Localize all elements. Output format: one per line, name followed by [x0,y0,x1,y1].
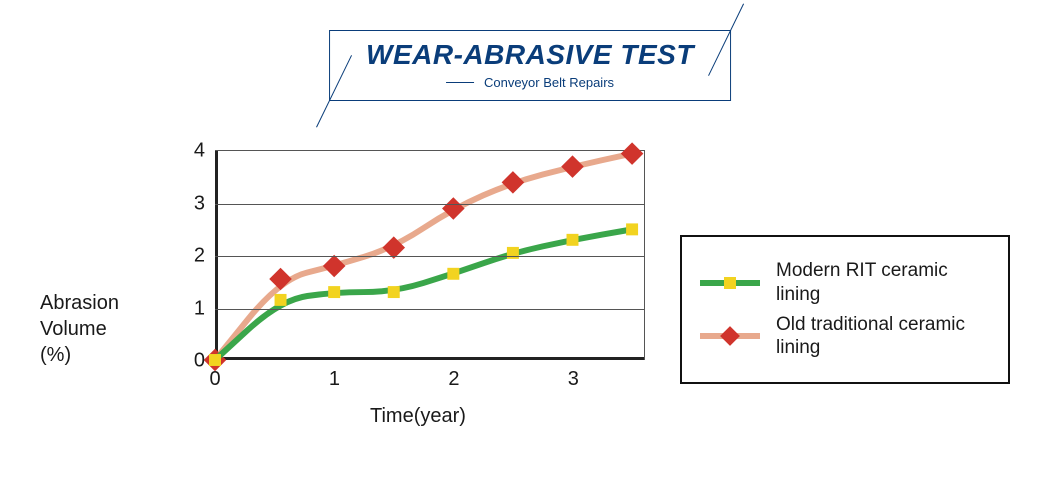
series-marker [561,155,584,178]
y-tick-label: 1 [194,297,205,320]
x-tick-label: 2 [448,368,459,391]
series-marker [621,142,644,165]
x-tick-label: 0 [209,368,220,391]
title-main: WEAR-ABRASIVE TEST [366,39,694,71]
gridline [215,309,644,310]
series-marker [209,354,221,366]
series-marker [507,247,519,259]
title-box: WEAR-ABRASIVE TEST Conveyor Belt Repairs [329,30,731,101]
legend-swatch [700,273,760,293]
title-sub-line-left [446,82,474,83]
series-marker [567,234,579,246]
legend-label: Modern RIT ceramic lining [776,259,990,307]
y-tick-label: 2 [194,245,205,268]
chart-container: Abrasion Volume (%) 012340123 Time(year)… [40,150,1020,470]
series-marker [269,268,292,291]
series-marker [447,268,459,280]
ylabel-line1: Abrasion [40,290,170,316]
title-subtitle: Conveyor Belt Repairs [366,75,694,90]
y-tick-label: 4 [194,140,205,163]
series-marker [388,286,400,298]
title-deco-right [708,4,744,76]
series-marker [275,294,287,306]
legend-swatch [700,326,760,346]
legend-item: Old traditional ceramic lining [700,313,990,361]
y-axis-label: Abrasion Volume (%) [40,290,170,368]
gridline [215,256,644,257]
legend: Modern RIT ceramic lining Old traditional… [680,235,1010,384]
series-marker [626,223,638,235]
y-tick-label: 3 [194,192,205,215]
y-tick-label: 0 [194,350,205,373]
gridline [215,204,644,205]
series-marker [502,171,525,194]
x-tick-label: 3 [568,368,579,391]
legend-label: Old traditional ceramic lining [776,313,990,361]
plot-area: 012340123 [215,150,645,360]
x-axis-label: Time(year) [370,405,466,428]
title-deco-left [316,55,352,127]
title-sub-text: Conveyor Belt Repairs [484,75,614,90]
x-tick-label: 1 [329,368,340,391]
series-marker [328,286,340,298]
legend-item: Modern RIT ceramic lining [700,259,990,307]
ylabel-line3: (%) [40,342,170,368]
ylabel-line2: Volume [40,316,170,342]
series-marker [323,255,346,278]
